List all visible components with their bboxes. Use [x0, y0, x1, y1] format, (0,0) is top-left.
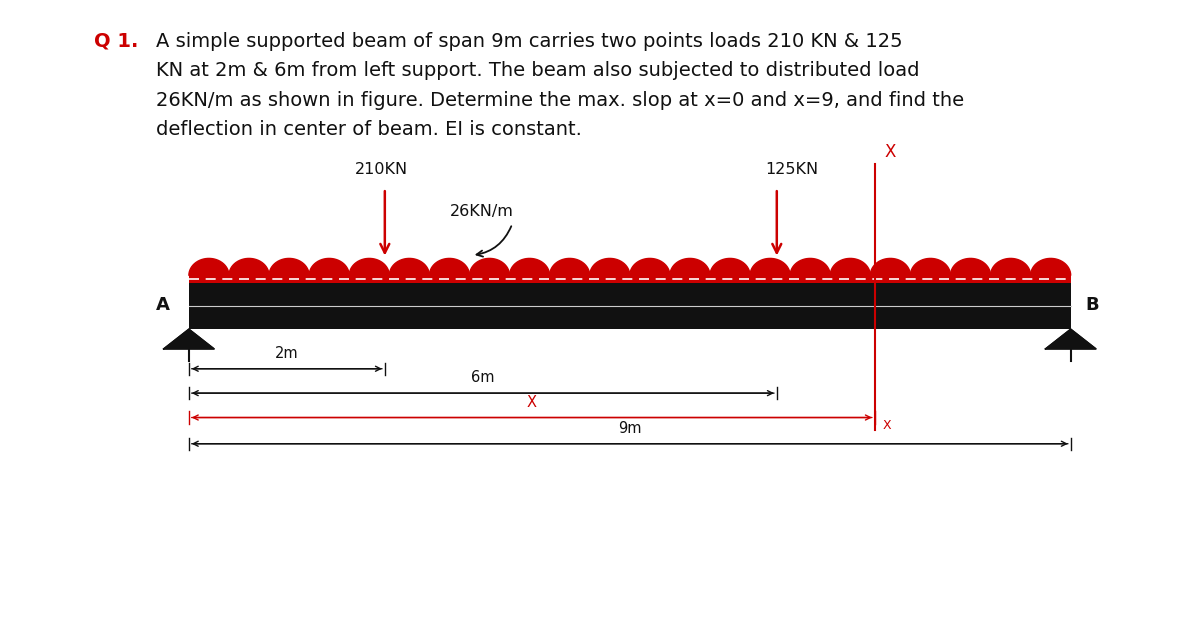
Polygon shape — [790, 258, 830, 276]
Text: Q 1.: Q 1. — [94, 32, 138, 51]
Polygon shape — [1045, 329, 1096, 349]
Text: A: A — [156, 296, 170, 314]
Polygon shape — [750, 258, 790, 276]
Polygon shape — [990, 258, 1031, 276]
Bar — [188, 276, 1070, 283]
Polygon shape — [1031, 258, 1070, 276]
Polygon shape — [269, 258, 310, 276]
Polygon shape — [389, 258, 430, 276]
Polygon shape — [710, 258, 750, 276]
Text: 210KN: 210KN — [355, 163, 408, 177]
Text: B: B — [1085, 296, 1099, 314]
Polygon shape — [430, 258, 469, 276]
Polygon shape — [469, 258, 510, 276]
Polygon shape — [550, 258, 589, 276]
Text: A simple supported beam of span 9m carries two points loads 210 KN & 125
KN at 2: A simple supported beam of span 9m carri… — [156, 32, 964, 139]
Text: X: X — [884, 143, 895, 161]
Polygon shape — [911, 258, 950, 276]
Polygon shape — [310, 258, 349, 276]
Text: X: X — [883, 420, 892, 433]
Polygon shape — [830, 258, 870, 276]
Text: 125KN: 125KN — [764, 163, 818, 177]
Polygon shape — [349, 258, 389, 276]
Polygon shape — [950, 258, 990, 276]
Polygon shape — [163, 329, 214, 349]
Text: 6m: 6m — [472, 370, 494, 385]
Polygon shape — [670, 258, 710, 276]
Polygon shape — [589, 258, 630, 276]
Text: 9m: 9m — [618, 421, 642, 436]
Bar — [188, 283, 1070, 329]
Polygon shape — [630, 258, 670, 276]
Text: X: X — [527, 395, 536, 410]
Polygon shape — [188, 258, 229, 276]
Polygon shape — [510, 258, 550, 276]
Polygon shape — [870, 258, 911, 276]
Text: 2m: 2m — [275, 346, 299, 361]
Polygon shape — [229, 258, 269, 276]
Text: 26KN/m: 26KN/m — [450, 204, 515, 219]
